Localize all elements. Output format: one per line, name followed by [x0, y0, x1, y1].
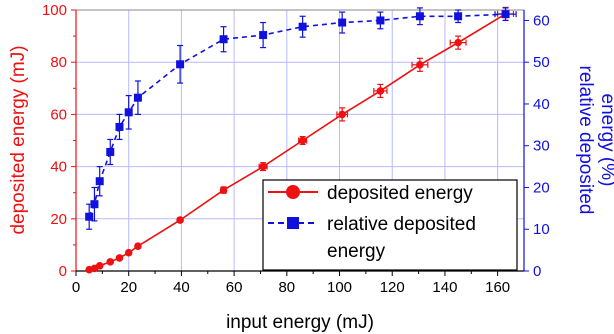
data-point — [338, 110, 346, 119]
legend-deposited-label: deposited energy — [327, 183, 473, 204]
data-point — [454, 38, 462, 47]
data-point — [259, 162, 267, 171]
x-tick-label: 20 — [120, 279, 137, 296]
x-tick-label: 80 — [278, 279, 295, 296]
data-point — [376, 16, 385, 25]
legend: deposited energy relative deposited ener… — [262, 179, 518, 271]
data-point — [90, 200, 99, 209]
y-left-axis-label: deposited energy (mJ) — [8, 45, 29, 234]
y-right-tick-label: 60 — [533, 12, 550, 29]
data-point — [501, 10, 510, 19]
data-point — [115, 254, 124, 262]
data-point — [124, 248, 133, 257]
series-deposited — [85, 6, 515, 274]
series-layer — [85, 6, 517, 274]
y-left-tick-label: 60 — [50, 106, 67, 123]
axes: 0 20 40 60 80 100 120 140 160 0 20 40 60 80 100 0 10 20 30… — [42, 2, 550, 296]
data-point — [106, 258, 115, 266]
y-left-tick-label: 100 — [42, 2, 67, 19]
data-point — [376, 87, 385, 95]
y-right-tick-label: 40 — [533, 96, 550, 113]
y-right-tick-label: 30 — [533, 138, 550, 155]
data-point — [219, 186, 228, 194]
legend-relative-label-line1: relative deposited — [327, 214, 476, 235]
data-point — [298, 136, 307, 145]
data-point — [415, 12, 424, 21]
data-point — [134, 242, 142, 251]
legend-relative-label-line2: energy — [327, 241, 386, 262]
y-right-tick-label: 20 — [533, 179, 550, 196]
data-point — [298, 22, 307, 31]
y-right-axis-label-line2: energy (%) — [597, 94, 614, 187]
data-point — [95, 261, 104, 270]
data-point — [454, 12, 463, 21]
data-point — [115, 122, 124, 131]
y-right-axis-label-line1: relative deposited — [575, 66, 596, 215]
x-tick-label: 40 — [173, 279, 190, 296]
x-tick-label: 160 — [485, 279, 510, 296]
y-right-tick-label: 0 — [533, 263, 541, 280]
y-right-tick-label: 50 — [533, 54, 550, 71]
series-line — [88, 13, 506, 218]
y-right-tick-label: 10 — [533, 221, 550, 238]
data-point — [176, 216, 184, 224]
x-tick-label: 140 — [432, 279, 457, 296]
x-tick-label: 0 — [72, 279, 80, 296]
x-tick-label: 120 — [380, 279, 405, 296]
y-left-tick-label: 80 — [50, 54, 67, 71]
data-point — [338, 18, 347, 27]
data-point — [219, 35, 228, 44]
series-line — [88, 13, 506, 271]
y-left-tick-label: 40 — [50, 159, 67, 176]
legend-deposited-marker — [286, 185, 300, 199]
data-point — [106, 147, 115, 156]
x-tick-label: 60 — [226, 279, 243, 296]
data-point — [176, 60, 185, 69]
data-point — [85, 212, 94, 221]
y-left-tick-label: 20 — [50, 211, 67, 228]
series-relative — [85, 7, 517, 230]
data-point — [416, 61, 424, 69]
x-axis-label: input energy (mJ) — [226, 312, 374, 333]
legend-relative-marker — [287, 217, 299, 229]
data-point — [95, 177, 104, 186]
y-left-tick-label: 0 — [59, 263, 67, 280]
legend-box — [262, 179, 518, 271]
data-point — [133, 93, 142, 102]
x-tick-label: 100 — [327, 279, 352, 296]
data-point — [259, 31, 268, 40]
data-point — [124, 108, 133, 117]
